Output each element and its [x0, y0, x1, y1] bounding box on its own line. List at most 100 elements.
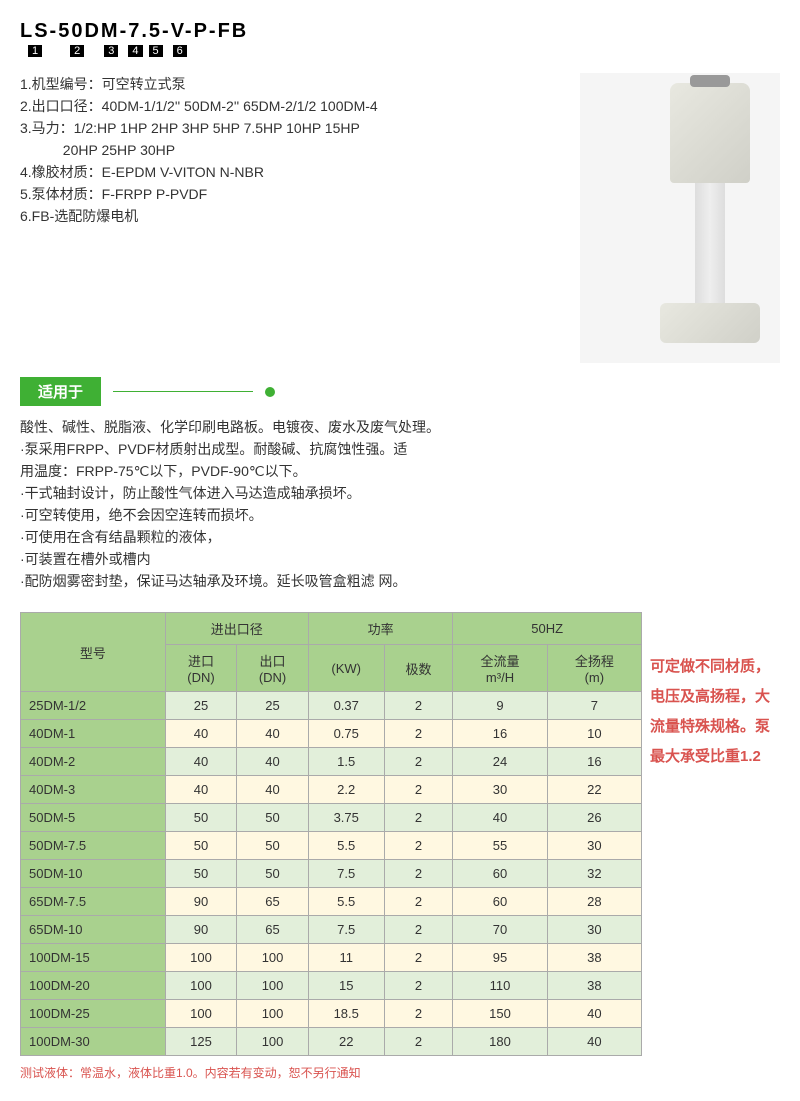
table-row: 25DM-1/225250.37297 — [21, 692, 642, 720]
table-cell: 60 — [453, 860, 547, 888]
table-cell: 25 — [237, 692, 309, 720]
table-cell: 50 — [237, 832, 309, 860]
spec-table: 型号 进出口径 功率 50HZ 进口(DN)出口(DN)(KW)极数全流量m³/… — [20, 612, 642, 1056]
table-cell: 65 — [237, 888, 309, 916]
table-cell: 40 — [237, 748, 309, 776]
table-cell: 7.5 — [308, 916, 384, 944]
th-sub: (KW) — [308, 645, 384, 692]
table-cell: 0.37 — [308, 692, 384, 720]
idx-2: 2 — [70, 45, 84, 57]
table-cell: 11 — [308, 944, 384, 972]
table-cell: 2 — [384, 916, 453, 944]
table-cell: 40DM-1 — [21, 720, 166, 748]
table-cell: 55 — [453, 832, 547, 860]
apply-line: ·配防烟雾密封垫，保证马达轴承及环境。延长吸管盒粗滤 网。 — [20, 570, 780, 592]
table-cell: 125 — [165, 1028, 237, 1056]
table-cell: 30 — [547, 832, 641, 860]
table-cell: 50DM-10 — [21, 860, 166, 888]
th-sub: 出口(DN) — [237, 645, 309, 692]
table-cell: 9 — [453, 692, 547, 720]
table-row: 100DM-2510010018.5215040 — [21, 1000, 642, 1028]
table-cell: 25DM-1/2 — [21, 692, 166, 720]
table-cell: 50 — [237, 860, 309, 888]
table-cell: 2 — [384, 1028, 453, 1056]
table-cell: 16 — [547, 748, 641, 776]
table-cell: 65DM-7.5 — [21, 888, 166, 916]
model-code: LS-50DM-7.5-V-P-FB — [20, 20, 780, 43]
table-row: 100DM-3012510022218040 — [21, 1028, 642, 1056]
table-cell: 40 — [453, 804, 547, 832]
table-cell: 100DM-30 — [21, 1028, 166, 1056]
table-row: 100DM-2010010015211038 — [21, 972, 642, 1000]
th-model: 型号 — [21, 613, 166, 692]
apply-line: ·泵采用FRPP、PVDF材质射出成型。耐酸碱、抗腐蚀性强。适 — [20, 438, 780, 460]
apply-line: ·干式轴封设计，防止酸性气体进入马达造成轴承损坏。 — [20, 482, 780, 504]
table-cell: 40 — [237, 776, 309, 804]
table-cell: 7 — [547, 692, 641, 720]
side-note: 可定做不同材质，电压及高扬程，大流量特殊规格。泵最大承受比重1.2 — [650, 612, 780, 772]
dot-icon — [265, 387, 275, 397]
spec-line: 4.橡胶材质：E-EPDM V-VITON N-NBR — [20, 161, 560, 183]
table-row: 65DM-1090657.527030 — [21, 916, 642, 944]
table-cell: 100DM-25 — [21, 1000, 166, 1028]
table-cell: 18.5 — [308, 1000, 384, 1028]
table-row: 65DM-7.590655.526028 — [21, 888, 642, 916]
table-row: 50DM-7.550505.525530 — [21, 832, 642, 860]
table-cell: 60 — [453, 888, 547, 916]
th-sub: 全流量m³/H — [453, 645, 547, 692]
table-cell: 2 — [384, 832, 453, 860]
th-power: 功率 — [308, 613, 453, 645]
table-cell: 32 — [547, 860, 641, 888]
table-cell: 95 — [453, 944, 547, 972]
apply-line: 用温度：FRPP-75℃以下，PVDF-90℃以下。 — [20, 460, 780, 482]
table-cell: 2 — [384, 944, 453, 972]
th-sub: 全扬程(m) — [547, 645, 641, 692]
table-cell: 90 — [165, 888, 237, 916]
table-row: 40DM-240401.522416 — [21, 748, 642, 776]
spec-list: 1.机型编号：可空转立式泵2.出口口径：40DM-1/1/2'' 50DM-2'… — [20, 73, 560, 363]
table-cell: 40 — [237, 720, 309, 748]
spec-line: 1.机型编号：可空转立式泵 — [20, 73, 560, 95]
table-cell: 30 — [547, 916, 641, 944]
table-cell: 100 — [165, 944, 237, 972]
table-cell: 30 — [453, 776, 547, 804]
table-cell: 50 — [237, 804, 309, 832]
table-cell: 100DM-20 — [21, 972, 166, 1000]
idx-6: 6 — [173, 45, 187, 57]
table-cell: 22 — [308, 1028, 384, 1056]
table-cell: 2 — [384, 720, 453, 748]
apply-text: 酸性、碱性、脱脂液、化学印刷电路板。电镀夜、废水及废气处理。·泵采用FRPP、P… — [20, 416, 780, 592]
table-cell: 15 — [308, 972, 384, 1000]
pump-image — [580, 73, 780, 363]
th-inout: 进出口径 — [165, 613, 308, 645]
table-cell: 3.75 — [308, 804, 384, 832]
section-header: 适用于 — [20, 377, 780, 406]
table-cell: 100 — [237, 944, 309, 972]
spec-line: 6.FB-选配防爆电机 — [20, 205, 560, 227]
table-cell: 40DM-3 — [21, 776, 166, 804]
apply-line: ·可空转使用，绝不会因空连转而损坏。 — [20, 504, 780, 526]
table-cell: 26 — [547, 804, 641, 832]
table-cell: 150 — [453, 1000, 547, 1028]
section-tag: 适用于 — [20, 377, 101, 406]
table-cell: 28 — [547, 888, 641, 916]
table-cell: 1.5 — [308, 748, 384, 776]
table-cell: 25 — [165, 692, 237, 720]
idx-1: 1 — [28, 45, 42, 57]
table-cell: 70 — [453, 916, 547, 944]
spec-line: 3.马力：1/2:HP 1HP 2HP 3HP 5HP 7.5HP 10HP 1… — [20, 117, 560, 139]
table-row: 50DM-550503.7524026 — [21, 804, 642, 832]
model-index-row: 1 2 3 4 5 6 — [20, 45, 780, 57]
idx-3: 3 — [104, 45, 118, 57]
table-cell: 2 — [384, 972, 453, 1000]
table-cell: 2 — [384, 776, 453, 804]
footnote: 测试液体：常温水，液体比重1.0。内容若有变动，恕不另行通知 — [20, 1064, 780, 1081]
table-cell: 2 — [384, 1000, 453, 1028]
table-cell: 110 — [453, 972, 547, 1000]
table-cell: 2.2 — [308, 776, 384, 804]
apply-line: 酸性、碱性、脱脂液、化学印刷电路板。电镀夜、废水及废气处理。 — [20, 416, 780, 438]
th-50hz: 50HZ — [453, 613, 642, 645]
table-row: 100DM-151001001129538 — [21, 944, 642, 972]
table-cell: 40 — [547, 1028, 641, 1056]
table-row: 40DM-140400.7521610 — [21, 720, 642, 748]
